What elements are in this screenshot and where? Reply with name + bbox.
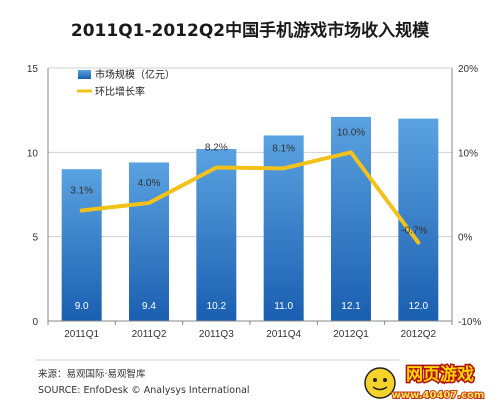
source-cn: 来源：易观国际·易观智库 xyxy=(38,368,146,380)
y-left-tick-label: 10 xyxy=(27,148,39,159)
y-right-tick-label: 20% xyxy=(458,64,478,75)
bar xyxy=(196,148,237,321)
y-right-tick-label: 10% xyxy=(458,148,478,159)
x-tick-label: 2012Q1 xyxy=(333,329,369,340)
growth-rate-point xyxy=(147,201,151,205)
growth-line xyxy=(79,150,421,245)
x-tick-label: 2011Q1 xyxy=(64,329,99,340)
watermark-logo: 网页游戏 www.40407.com xyxy=(364,363,485,402)
y-left-tick-label: 5 xyxy=(32,233,38,244)
x-tick-label: 2011Q3 xyxy=(199,329,234,340)
growth-rate-point xyxy=(416,241,420,245)
growth-rate-label: 10.0% xyxy=(337,127,365,138)
legend-bar-swatch xyxy=(78,70,91,79)
legend-bar-label: 市场规模（亿元） xyxy=(95,68,175,81)
bar-value-label: 11.0 xyxy=(274,301,293,312)
gridlines xyxy=(48,67,452,238)
watermark-text: 网页游戏 xyxy=(406,364,474,385)
data-labels: 9.0 9.4 10.2 11.0 12.1 12.0 3.1% 4.0% 8.2% 8.1% 10… xyxy=(70,127,428,312)
bar xyxy=(331,116,371,321)
bar xyxy=(129,162,169,321)
y-left-tick-label: 0 xyxy=(32,317,38,328)
bars xyxy=(61,116,439,321)
x-tick-label: 2011Q2 xyxy=(132,329,167,340)
watermark-url: www.40407.com xyxy=(392,390,485,401)
growth-rate-point xyxy=(282,166,286,170)
y-right-tick-label: -10% xyxy=(458,317,481,328)
y-right-tick-label: 0% xyxy=(458,233,473,244)
bar-value-label: 9.0 xyxy=(75,301,89,312)
bar-value-label: 12.0 xyxy=(409,301,429,312)
source-en: SOURCE: EnfoDesk © Analysys Internationa… xyxy=(38,385,250,396)
growth-rate-line xyxy=(79,150,421,245)
axes: 0 5 10 15 -10% 0% 10% 20% 2011Q1 2011Q2 2011Q3 2011… xyxy=(27,64,482,340)
growth-rate-point xyxy=(349,150,353,154)
growth-rate-label: 4.0% xyxy=(138,178,161,189)
growth-rate-label: 3.1% xyxy=(70,186,93,197)
bar-value-label: 10.2 xyxy=(207,301,227,312)
bar xyxy=(398,118,439,321)
x-tick-label: 2011Q4 xyxy=(266,329,301,340)
chart-title: 2011Q1-2012Q2中国手机游戏市场收入规模 xyxy=(71,20,430,41)
growth-rate-point xyxy=(80,209,84,213)
bar xyxy=(61,169,102,321)
growth-rate-label: 8.2% xyxy=(205,143,228,154)
bar-value-label: 9.4 xyxy=(142,301,156,312)
x-tick-label: 2012Q2 xyxy=(401,329,437,340)
bar-value-label: 12.1 xyxy=(341,301,361,312)
growth-rate-label: -0.7% xyxy=(401,226,427,237)
growth-rate-label: 8.1% xyxy=(272,143,295,154)
mascot-icon xyxy=(364,367,396,399)
growth-rate-point xyxy=(214,166,218,170)
legend-line-label: 环比增长率 xyxy=(95,85,145,98)
legend: 市场规模（亿元） 环比增长率 xyxy=(77,68,175,98)
y-left-tick-label: 15 xyxy=(27,64,39,75)
